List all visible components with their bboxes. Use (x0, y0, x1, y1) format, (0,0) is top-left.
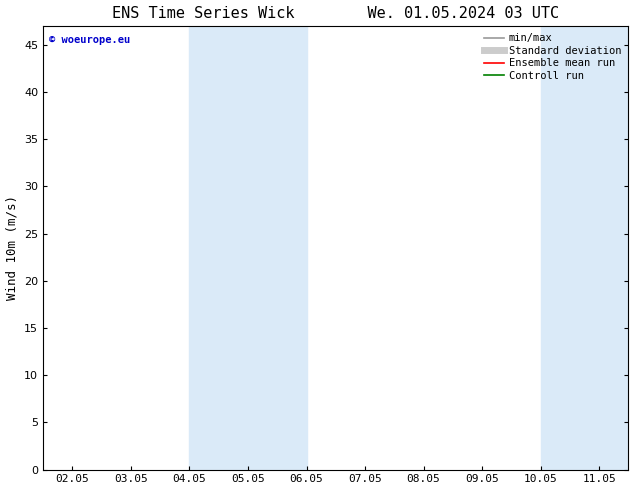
Bar (541, 26, 628, 469)
Legend: min/max, Standard deviation, Ensemble mean run, Controll run: min/max, Standard deviation, Ensemble me… (482, 31, 623, 83)
Title: ENS Time Series Wick        We. 01.05.2024 03 UTC: ENS Time Series Wick We. 01.05.2024 03 U… (112, 5, 559, 21)
Text: © woeurope.eu: © woeurope.eu (49, 35, 130, 45)
Bar (190, 26, 306, 469)
Y-axis label: Wind 10m (m/s): Wind 10m (m/s) (6, 195, 18, 300)
